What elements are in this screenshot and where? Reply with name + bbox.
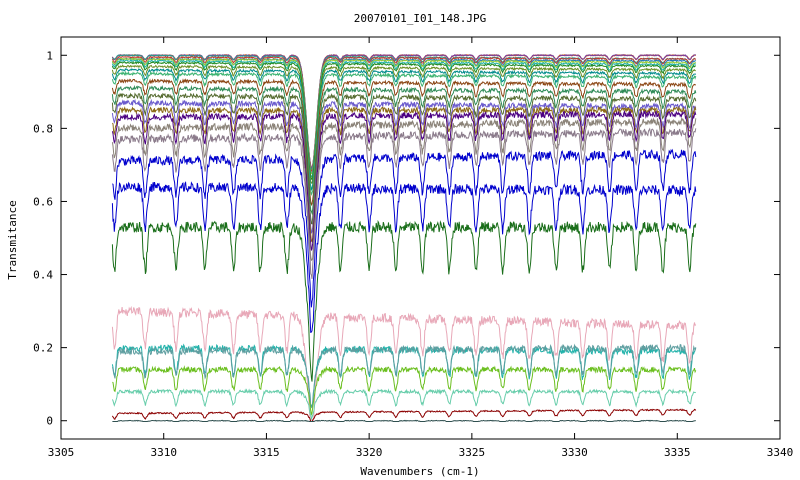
y-tick-label: 1: [46, 49, 53, 62]
spectrum-line-23: [111, 219, 697, 382]
x-axis-label: Wavenumbers (cm-1): [360, 465, 479, 478]
spectrum-line-19: [111, 117, 697, 262]
spectrum-line-29: [111, 408, 697, 422]
spectrum-line-13: [111, 78, 697, 207]
y-tick-label: 0.8: [33, 122, 53, 135]
spectrum-line-15: [111, 92, 697, 225]
y-axis: 0 0.2 0.4 0.6 0.8 1: [33, 49, 780, 428]
spectrum-line-12: [111, 70, 697, 197]
y-axis-label: Transmitance: [6, 200, 19, 279]
x-axis: 3305 3310 3315 3320 3325 3330 3335 3340: [48, 37, 794, 459]
chart-title: 20070101_I01_148.JPG: [354, 12, 486, 25]
x-tick-label: 3320: [356, 446, 383, 459]
spectrum-line-17: [112, 105, 697, 243]
spectrum-line-27: [112, 365, 697, 417]
plot-frame: [60, 36, 781, 440]
spectrum-line-28: [111, 388, 696, 421]
spectrum-line-7: [111, 57, 697, 175]
spectrum-line-22: [111, 181, 697, 333]
spectrum-line-14: [111, 84, 697, 216]
x-tick-label: 3325: [459, 446, 486, 459]
spectrum-line-24: [111, 305, 697, 422]
x-tick-label: 3335: [664, 446, 691, 459]
spectrum-line-10: [111, 64, 696, 184]
spectrum-line-16: [111, 98, 697, 234]
spectrum-line-18: [111, 109, 697, 251]
spectrum-line-9: [111, 61, 697, 181]
y-tick-label: 0: [46, 415, 53, 428]
x-tick-label: 3310: [150, 446, 177, 459]
y-tick-label: 0.4: [33, 269, 53, 282]
x-tick-label: 3305: [48, 446, 75, 459]
series-layer: [111, 53, 697, 422]
spectrum-line-26: [111, 343, 697, 409]
spectrum-line-11: [111, 67, 697, 192]
x-tick-label: 3315: [253, 446, 280, 459]
y-tick-label: 0.6: [33, 195, 53, 208]
x-tick-label: 3340: [767, 446, 794, 459]
spectrum-line-21: [112, 148, 697, 308]
spectrum-line-5: [111, 55, 697, 173]
spectrum-line-20: [111, 127, 697, 279]
y-tick-label: 0.2: [33, 342, 53, 355]
spectrum-line-30: [112, 419, 696, 422]
spectrum-line-8: [111, 59, 696, 178]
x-tick-label: 3330: [561, 446, 588, 459]
